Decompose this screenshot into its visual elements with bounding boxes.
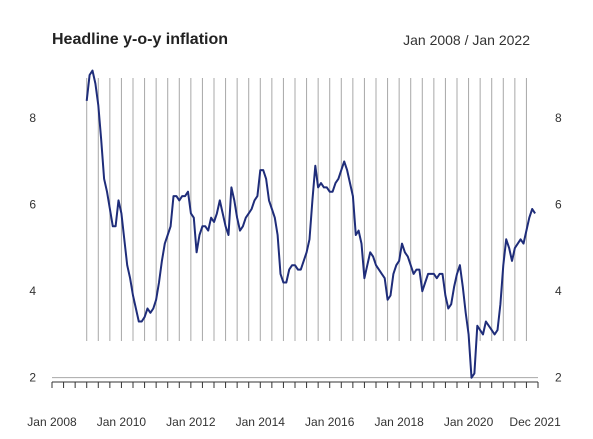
y-tick-label-left: 8 (29, 111, 36, 125)
series-layer (85, 69, 536, 379)
x-tick-label: Jan 2014 (236, 415, 286, 429)
chart-date-range: Jan 2008 / Jan 2022 (403, 32, 530, 48)
grid (52, 78, 538, 379)
x-tick-label: Jan 2010 (97, 415, 147, 429)
y-tick-label-right: 8 (555, 111, 562, 125)
y-tick-label-left: 4 (29, 284, 36, 298)
axes: 2 2 4 4 6 6 8 8 Jan 2008 Jan 2010 Jan 2012 Jan 2014… (27, 111, 562, 429)
inflation-line (85, 69, 536, 379)
x-tick-label: Jan 2020 (444, 415, 494, 429)
y-tick-label-right: 6 (555, 198, 562, 212)
y-tick-label-right: 4 (555, 284, 562, 298)
x-tick-label: Jan 2016 (305, 415, 355, 429)
x-tick-label: Jan 2012 (166, 415, 216, 429)
x-tick-label: Jan 2008 (27, 415, 77, 429)
x-tick-label: Jan 2018 (374, 415, 424, 429)
y-tick-label-left: 2 (29, 371, 36, 385)
chart-title: Headline y-o-y inflation (52, 31, 229, 48)
x-tick-label: Dec 2021 (509, 415, 561, 429)
y-tick-label-right: 2 (555, 371, 562, 385)
y-tick-label-left: 6 (29, 198, 36, 212)
